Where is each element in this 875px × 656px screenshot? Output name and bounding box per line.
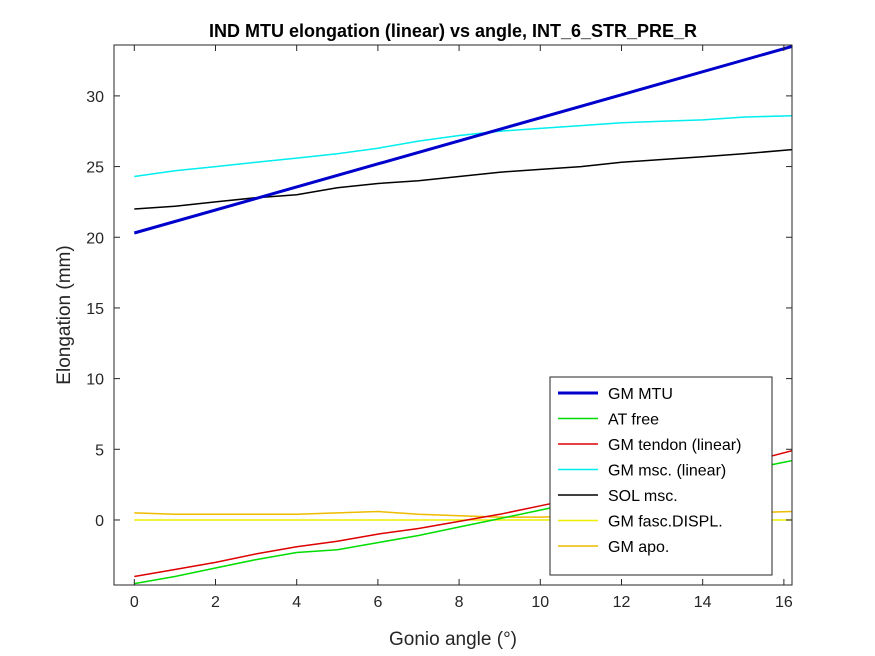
- y-tick-label: 25: [86, 160, 104, 177]
- x-axis-label: Gonio angle (°): [389, 629, 517, 650]
- y-tick-label: 0: [95, 513, 104, 530]
- x-tick-label: 10: [531, 594, 549, 611]
- y-axis-label: Elongation (mm): [54, 245, 75, 384]
- y-tick-label: 10: [86, 372, 104, 389]
- y-tick-label: 15: [86, 301, 104, 318]
- series-line-gm-msc-linear: [134, 114, 792, 178]
- x-tick-label: 8: [455, 594, 464, 611]
- y-tick-label: 5: [95, 442, 104, 459]
- x-tick-label: 14: [694, 594, 712, 611]
- legend-label: GM msc. (linear): [608, 463, 726, 480]
- legend-label: GM tendon (linear): [608, 437, 741, 454]
- chart-title: IND MTU elongation (linear) vs angle, IN…: [209, 21, 697, 41]
- legend-box: [549, 376, 773, 576]
- y-tick-label: 30: [86, 89, 104, 106]
- x-tick-label: 6: [373, 594, 382, 611]
- x-tick-label: 0: [130, 594, 139, 611]
- legend-label: GM apo.: [608, 539, 669, 556]
- legend-label: GM MTU: [608, 386, 673, 403]
- x-tick-label: 2: [211, 594, 220, 611]
- legend: GM MTU AT free GM tendon (linear) GM msc. (…: [549, 376, 773, 576]
- legend-label: GM fasc.DISPL.: [608, 514, 723, 531]
- y-axis: 0 5 10 15 20 25 30: [86, 89, 792, 530]
- series-line-sol-msc: [134, 148, 792, 210]
- legend-label: SOL msc.: [608, 488, 678, 505]
- x-tick-label: 12: [613, 594, 631, 611]
- y-tick-label: 20: [86, 230, 104, 247]
- series-line-gm-mtu: [133, 45, 792, 235]
- x-tick-label: 4: [292, 594, 301, 611]
- legend-label: AT free: [608, 412, 659, 429]
- plot-box: [113, 44, 793, 586]
- x-axis: 0 2 4 6 8 10 12 14 16: [130, 45, 793, 611]
- x-tick-label: 16: [775, 594, 793, 611]
